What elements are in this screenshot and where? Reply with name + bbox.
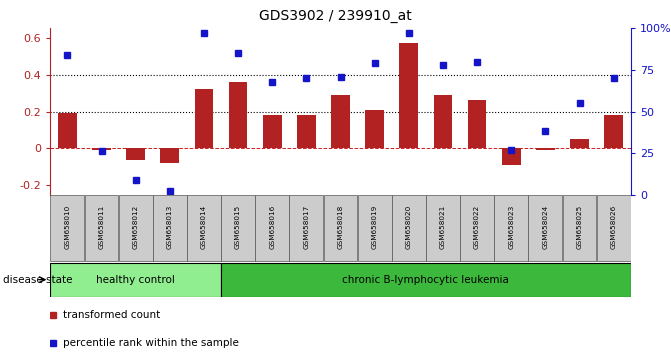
FancyBboxPatch shape: [50, 263, 221, 297]
Bar: [331, 95, 350, 148]
Text: GSM658017: GSM658017: [303, 205, 309, 249]
Text: percentile rank within the sample: percentile rank within the sample: [63, 338, 240, 348]
Text: GSM658015: GSM658015: [235, 205, 241, 249]
FancyBboxPatch shape: [323, 195, 358, 261]
Bar: [58, 113, 76, 148]
Bar: [502, 148, 521, 165]
Bar: [433, 95, 452, 148]
Text: GSM658025: GSM658025: [576, 205, 582, 249]
Text: GSM658022: GSM658022: [474, 205, 480, 249]
FancyBboxPatch shape: [221, 263, 631, 297]
Bar: [160, 148, 179, 163]
Bar: [195, 89, 213, 148]
Bar: [570, 139, 589, 148]
FancyBboxPatch shape: [50, 195, 85, 261]
Text: GSM658010: GSM658010: [64, 205, 70, 249]
Text: GSM658013: GSM658013: [167, 205, 173, 249]
Text: GSM658012: GSM658012: [133, 205, 139, 249]
Text: GSM658026: GSM658026: [611, 205, 617, 249]
FancyBboxPatch shape: [221, 195, 255, 261]
Bar: [365, 110, 384, 148]
Bar: [263, 115, 282, 148]
FancyBboxPatch shape: [289, 195, 323, 261]
FancyBboxPatch shape: [562, 195, 597, 261]
Bar: [92, 148, 111, 150]
FancyBboxPatch shape: [495, 195, 528, 261]
FancyBboxPatch shape: [529, 195, 562, 261]
Text: GSM658011: GSM658011: [99, 205, 105, 249]
FancyBboxPatch shape: [187, 195, 221, 261]
FancyBboxPatch shape: [256, 195, 289, 261]
FancyBboxPatch shape: [597, 195, 631, 261]
FancyBboxPatch shape: [426, 195, 460, 261]
Text: healthy control: healthy control: [96, 275, 175, 285]
Text: GDS3902 / 239910_at: GDS3902 / 239910_at: [259, 9, 412, 23]
Text: GSM658019: GSM658019: [372, 205, 378, 249]
Bar: [399, 43, 418, 148]
Bar: [297, 115, 316, 148]
FancyBboxPatch shape: [85, 195, 119, 261]
Bar: [229, 82, 248, 148]
Text: GSM658020: GSM658020: [406, 205, 412, 249]
Bar: [536, 148, 555, 150]
Text: GSM658016: GSM658016: [269, 205, 275, 249]
FancyBboxPatch shape: [358, 195, 392, 261]
Text: chronic B-lymphocytic leukemia: chronic B-lymphocytic leukemia: [342, 275, 509, 285]
Text: GSM658018: GSM658018: [338, 205, 344, 249]
Text: transformed count: transformed count: [63, 310, 160, 320]
FancyBboxPatch shape: [153, 195, 187, 261]
FancyBboxPatch shape: [392, 195, 425, 261]
Bar: [126, 148, 145, 160]
FancyBboxPatch shape: [460, 195, 494, 261]
Text: GSM658023: GSM658023: [508, 205, 514, 249]
Text: GSM658021: GSM658021: [440, 205, 446, 249]
Text: GSM658024: GSM658024: [542, 205, 548, 249]
Text: GSM658014: GSM658014: [201, 205, 207, 249]
Text: disease state: disease state: [3, 275, 73, 285]
Bar: [468, 101, 486, 148]
FancyBboxPatch shape: [119, 195, 152, 261]
Bar: [605, 115, 623, 148]
